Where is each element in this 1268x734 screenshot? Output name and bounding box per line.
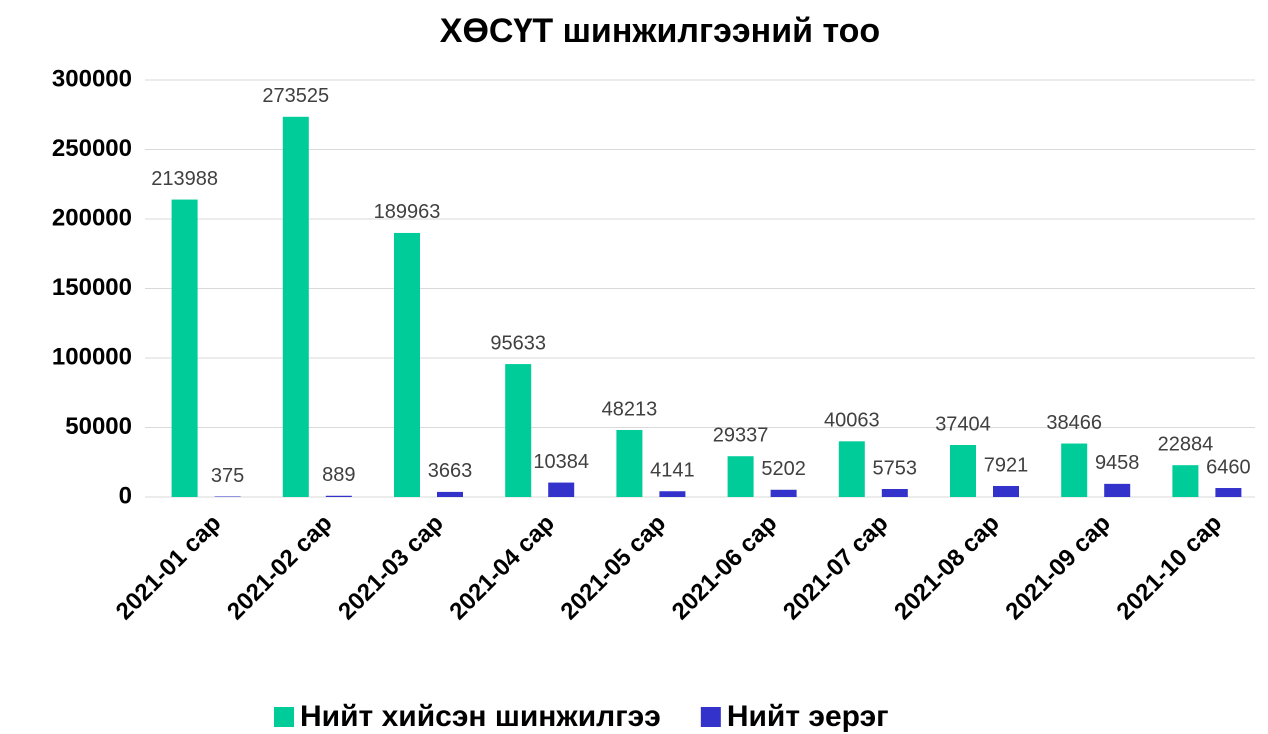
bar <box>325 495 352 497</box>
bar <box>394 232 420 498</box>
data-label: 273525 <box>262 85 329 107</box>
y-tick-label: 200000 <box>52 204 132 231</box>
x-tick-label: 2021-07 сар <box>778 510 894 626</box>
bar <box>1215 488 1242 497</box>
legend-swatch <box>274 707 294 727</box>
data-label: 4141 <box>650 460 695 482</box>
bar <box>881 489 908 497</box>
legend-label: Нийт хийсэн шинжилгээ <box>300 700 661 733</box>
bar <box>505 364 532 497</box>
bar <box>659 491 686 497</box>
data-label: 5202 <box>761 458 806 480</box>
data-label: 48213 <box>602 398 658 420</box>
data-label: 6460 <box>1206 456 1251 478</box>
x-tick-label: 2021-10 сар <box>1112 510 1228 626</box>
data-label: 10384 <box>533 451 589 473</box>
data-label: 95633 <box>490 332 546 354</box>
y-tick-label: 300000 <box>52 65 132 92</box>
bar <box>993 485 1019 497</box>
bar <box>548 482 575 497</box>
bar <box>770 489 797 497</box>
legend-label: Нийт эерэг <box>727 700 889 733</box>
bar <box>171 199 198 497</box>
bar <box>1104 483 1131 497</box>
bar <box>214 496 241 497</box>
bar <box>616 429 643 497</box>
x-tick-label: 2021-02 сар <box>222 510 338 626</box>
x-tick-label: 2021-08 сар <box>889 510 1005 626</box>
y-tick-label: 250000 <box>52 135 132 162</box>
y-tick-label: 150000 <box>52 274 132 301</box>
x-tick-label: 2021-09 сар <box>1000 510 1116 626</box>
bar <box>1061 443 1088 497</box>
data-label: 375 <box>211 465 244 487</box>
y-tick-label: 100000 <box>52 343 132 370</box>
chart-title: ХӨСҮТ шинжилгээний тоо <box>440 12 880 50</box>
bar <box>1172 465 1199 497</box>
x-tick-label: 2021-04 сар <box>444 510 560 626</box>
data-label: 37404 <box>935 413 991 435</box>
data-label: 29337 <box>713 425 769 447</box>
bar <box>950 445 976 497</box>
bar <box>282 116 309 498</box>
data-label: 9458 <box>1095 452 1140 474</box>
data-label: 38466 <box>1046 412 1102 434</box>
bar <box>727 456 754 497</box>
legend-swatch <box>700 707 721 727</box>
y-tick-label: 50000 <box>65 413 132 440</box>
data-label: 5753 <box>873 457 918 479</box>
x-tick-label: 2021-03 сар <box>333 510 449 626</box>
data-label: 40063 <box>824 410 880 432</box>
x-tick-label: 2021-05 сар <box>556 510 672 626</box>
data-label: 3663 <box>428 460 473 482</box>
data-label: 22884 <box>1158 433 1214 455</box>
x-tick-label: 2021-06 сар <box>667 510 783 626</box>
x-tick-label: 2021-01 сар <box>111 510 227 626</box>
bar <box>437 491 463 497</box>
data-label: 889 <box>322 464 355 486</box>
bar <box>838 441 865 497</box>
y-tick-label: 0 <box>119 482 132 509</box>
data-label: 189963 <box>374 201 441 223</box>
data-label: 213988 <box>151 168 218 190</box>
data-label: 7921 <box>984 454 1029 476</box>
